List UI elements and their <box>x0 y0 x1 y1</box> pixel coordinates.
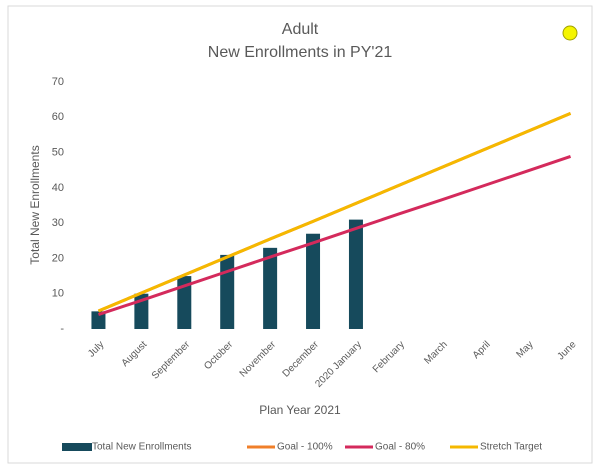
legend-swatch <box>62 443 92 451</box>
status-indicator <box>562 25 578 41</box>
y-tick-label: 50 <box>52 146 64 158</box>
y-tick-label: 40 <box>52 182 64 194</box>
bar <box>177 276 192 329</box>
y-tick-label: 30 <box>52 217 64 229</box>
x-axis-label: Plan Year 2021 <box>259 403 341 417</box>
legend-label: Stretch Target <box>480 442 542 453</box>
legend-label: Goal - 80% <box>375 442 425 453</box>
y-tick-label: 70 <box>52 76 64 88</box>
legend-label: Total New Enrollments <box>92 442 191 453</box>
bar <box>348 219 363 329</box>
bar <box>306 233 321 329</box>
line <box>97 112 572 313</box>
legend-label: Goal - 100% <box>277 442 333 453</box>
chart-frame <box>7 5 593 464</box>
chart-subtitle: New Enrollments in PY'21 <box>208 44 393 61</box>
bar <box>91 311 106 329</box>
bar <box>263 247 278 329</box>
y-axis-label: Total New Enrollments <box>28 145 42 264</box>
chart-title: Adult <box>282 21 319 38</box>
y-tick-label: 10 <box>52 288 64 300</box>
y-tick-label: - <box>60 323 64 335</box>
y-tick-label: 20 <box>52 252 64 264</box>
y-tick-label: 60 <box>52 111 64 123</box>
bar <box>220 254 235 329</box>
line <box>97 155 572 316</box>
